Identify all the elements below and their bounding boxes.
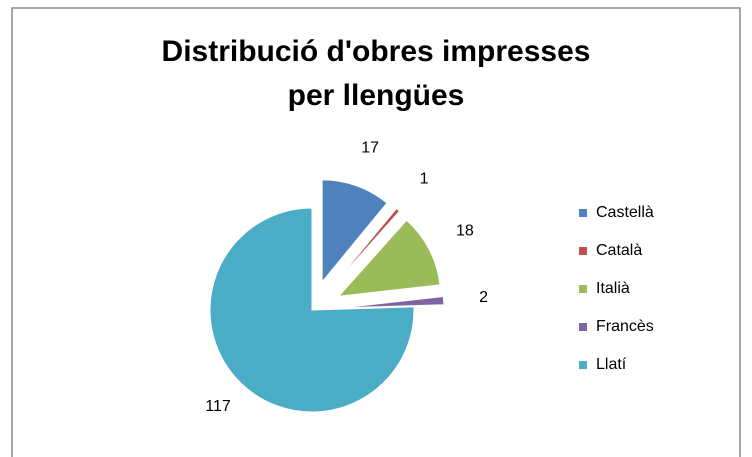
chart-title: Distribució d'obres impresses per llengü… [161,35,591,112]
legend-label: Italià [596,280,630,297]
data-label: 117 [205,398,231,415]
data-label: 18 [456,222,474,239]
data-label: 2 [479,289,488,306]
legend-label: Català [596,242,642,259]
pie-slice [209,207,415,413]
pie-slice [341,295,445,309]
data-label: 17 [361,139,379,156]
data-label: 1 [420,171,429,188]
legend-label: Francès [596,318,654,335]
legend-label: Llatí [596,356,627,373]
legend-marker [579,247,587,255]
pie-slice [337,219,441,297]
pie-slice [321,179,388,284]
legend-marker [579,209,587,217]
legend-marker [579,285,587,293]
legend-marker [579,361,587,369]
pie-slice [331,207,401,288]
legend-label: Castellà [596,204,654,221]
legend-marker [579,323,587,331]
